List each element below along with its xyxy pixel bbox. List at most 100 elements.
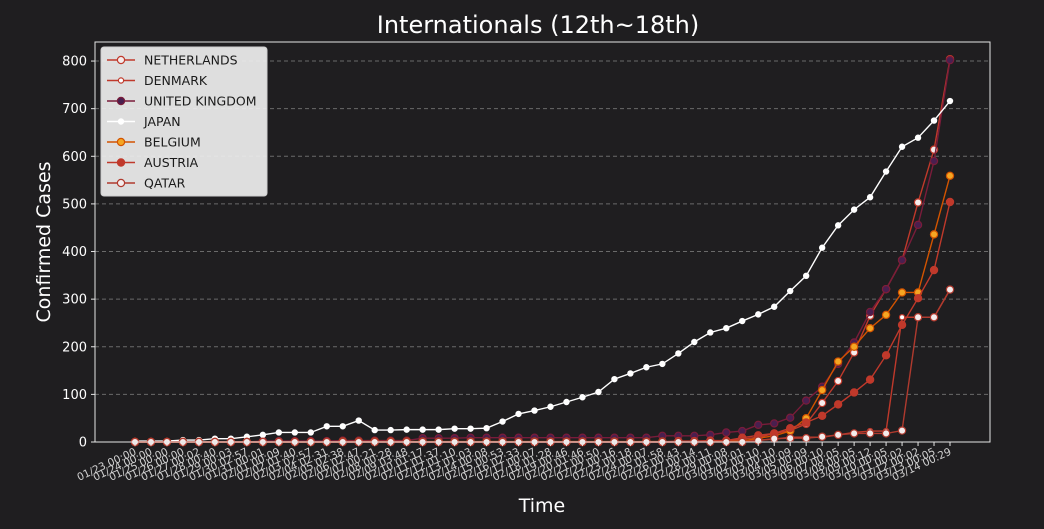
data-point bbox=[355, 417, 362, 424]
y-tick-label: 300 bbox=[62, 293, 87, 308]
plot-frame bbox=[94, 41, 991, 443]
y-tick-label: 100 bbox=[62, 388, 87, 403]
data-point bbox=[515, 410, 522, 418]
data-point bbox=[675, 350, 682, 357]
data-point bbox=[802, 272, 810, 280]
y-tick-label: 800 bbox=[62, 55, 87, 70]
data-point bbox=[786, 287, 794, 295]
data-point bbox=[833, 357, 843, 366]
data-point bbox=[755, 311, 762, 318]
data-point bbox=[865, 375, 875, 384]
data-point bbox=[722, 428, 731, 437]
legend-box bbox=[100, 46, 268, 197]
data-point bbox=[785, 433, 795, 443]
data-point bbox=[579, 394, 586, 401]
data-point bbox=[739, 317, 746, 325]
legend-item: BELGIUM bbox=[107, 135, 201, 150]
data-point bbox=[913, 220, 923, 230]
data-point bbox=[897, 255, 907, 265]
data-point bbox=[865, 429, 875, 438]
data-point bbox=[595, 388, 602, 396]
data-point bbox=[371, 426, 378, 434]
y-axis-label: Confirmed Cases bbox=[33, 161, 55, 322]
legend-marker bbox=[116, 158, 126, 167]
legend-item: AUSTRIA bbox=[107, 155, 199, 170]
y-tick-label: 500 bbox=[62, 197, 87, 212]
y-tick-label: 200 bbox=[62, 340, 87, 355]
data-point bbox=[817, 398, 827, 408]
data-point bbox=[898, 314, 906, 321]
y-tick-label: 0 bbox=[79, 436, 87, 451]
data-point bbox=[691, 338, 698, 346]
data-point bbox=[881, 310, 891, 320]
data-point bbox=[881, 351, 891, 360]
data-point bbox=[849, 388, 859, 397]
y-axis: 0 100 200 300 400 500 600 700 800 bbox=[62, 55, 95, 451]
legend-marker bbox=[116, 137, 126, 147]
data-point bbox=[403, 426, 410, 433]
legend-item: NETHERLANDS bbox=[107, 53, 238, 68]
legend-marker bbox=[117, 77, 125, 84]
data-point bbox=[945, 55, 955, 65]
data-point bbox=[897, 426, 907, 435]
data-point bbox=[611, 375, 618, 383]
data-point bbox=[897, 320, 907, 330]
data-point bbox=[929, 313, 939, 322]
y-tick-label: 700 bbox=[62, 102, 87, 117]
data-point bbox=[850, 206, 858, 213]
data-point bbox=[770, 434, 779, 443]
data-point bbox=[945, 197, 955, 207]
data-point bbox=[833, 400, 843, 409]
data-point bbox=[387, 426, 394, 434]
data-point bbox=[419, 426, 426, 433]
legend-label: DENMARK bbox=[144, 73, 208, 88]
data-point bbox=[801, 396, 811, 405]
data-point bbox=[451, 425, 458, 432]
legend-label: QATAR bbox=[144, 176, 186, 191]
legend-label: UNITED KINGDOM bbox=[144, 94, 257, 109]
data-point bbox=[785, 413, 795, 422]
data-point bbox=[659, 360, 666, 368]
legend-label: JAPAN bbox=[143, 114, 181, 129]
legend-item: JAPAN bbox=[107, 114, 181, 129]
legend-label: NETHERLANDS bbox=[144, 53, 238, 68]
data-point bbox=[291, 429, 299, 436]
data-point bbox=[531, 407, 538, 414]
data-point bbox=[723, 324, 730, 332]
legend-label: BELGIUM bbox=[144, 135, 201, 150]
series-line bbox=[135, 59, 951, 443]
data-point bbox=[483, 424, 490, 432]
data-point bbox=[833, 430, 843, 440]
data-point bbox=[643, 364, 650, 371]
data-point bbox=[913, 313, 923, 322]
x-axis-label: Time bbox=[518, 495, 566, 517]
data-point bbox=[865, 323, 875, 333]
data-point bbox=[627, 370, 634, 377]
data-point bbox=[930, 117, 938, 124]
legend-marker bbox=[117, 118, 125, 125]
data-point bbox=[499, 418, 506, 425]
data-point bbox=[929, 265, 939, 275]
data-point bbox=[771, 303, 778, 310]
data-point bbox=[929, 230, 939, 239]
data-point bbox=[946, 97, 954, 105]
legend: NETHERLANDS DENMARK UNITED KINGDOM JAPAN BEL… bbox=[100, 46, 268, 197]
data-point bbox=[833, 376, 843, 386]
y-tick-label: 600 bbox=[62, 150, 87, 165]
data-point bbox=[817, 432, 827, 441]
series-line bbox=[135, 100, 951, 442]
data-point bbox=[849, 429, 859, 438]
data-point bbox=[307, 429, 314, 436]
y-tick-label: 400 bbox=[62, 245, 87, 260]
data-point bbox=[913, 293, 923, 303]
data-point bbox=[898, 143, 906, 150]
data-point bbox=[339, 423, 346, 430]
legend-item: UNITED KINGDOM bbox=[107, 94, 257, 109]
data-point bbox=[865, 307, 875, 317]
chart-title: Internationals (12th~18th) bbox=[377, 11, 699, 39]
data-point bbox=[547, 403, 554, 410]
data-point bbox=[945, 285, 955, 294]
data-point bbox=[866, 194, 874, 201]
data-point bbox=[913, 198, 923, 207]
